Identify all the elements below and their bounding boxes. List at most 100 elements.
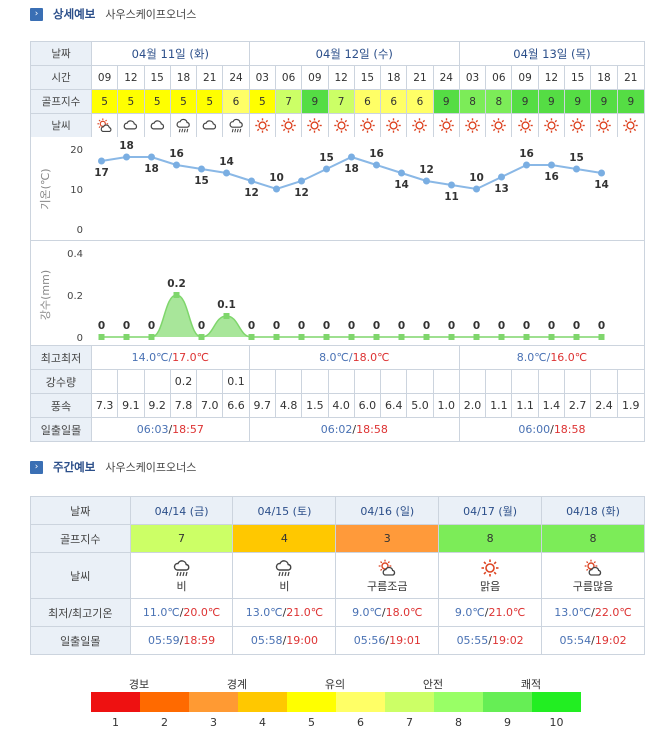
weekly-course-name: 사우스케이프오너스: [105, 461, 197, 474]
data-label: 0: [548, 320, 555, 332]
wind-cell: 1.4: [537, 393, 566, 418]
weekly-golf-cell: 8: [541, 524, 645, 553]
golf-index-cell: 9: [616, 89, 646, 114]
y-axis-label: 강수(mm): [39, 270, 52, 320]
sun-cloud-icon: [584, 559, 602, 576]
y-tick-label: 20: [70, 145, 83, 156]
weekly-weather-cell: 비: [232, 552, 337, 599]
golf-index-cell: 8: [458, 89, 487, 114]
detail-summary-table: 최고최저 14.0℃/17.0℃ 8.0℃/18.0℃ 8.0℃/16.0℃ 강수량 0.…: [30, 345, 646, 442]
detail-forecast-table: 날짜 04월 11일 (화) 04월 12일 (수) 04월 13일 (목) 시간 09 1…: [30, 41, 646, 138]
high-temp: 21.0℃: [488, 606, 526, 619]
data-label: 0: [423, 320, 430, 332]
golf-index-cell: 9: [590, 89, 618, 114]
sun-icon: [623, 118, 639, 133]
golf-index-cell: 9: [537, 89, 566, 114]
sunset: 18:59: [183, 634, 216, 647]
legend-category: 쾌적: [520, 678, 542, 691]
sun-icon: [255, 118, 270, 133]
data-label: 16: [544, 171, 559, 183]
legend-number: 1: [112, 716, 119, 729]
temp-point: [423, 177, 430, 185]
rain-point: [123, 334, 130, 340]
data-label: 0: [298, 320, 305, 332]
weekly-weather-row: 날씨 비 비 구름조금 맑음 구름많음: [30, 552, 645, 599]
weekly-golf-cell: 8: [438, 524, 543, 553]
weather-cell: [485, 113, 513, 138]
rain-cell: [90, 369, 119, 394]
weekly-sun-cell: 05:56/19:01: [335, 626, 440, 655]
data-label: 18: [144, 163, 159, 175]
legend-number: 3: [210, 716, 217, 729]
sunset: 19:02: [491, 634, 524, 647]
separator: /: [352, 423, 357, 436]
separator: /: [168, 423, 173, 436]
data-label: 0: [198, 320, 205, 332]
wind-cell: 7.3: [90, 393, 119, 418]
legend-swatch-10: [532, 692, 581, 712]
golf-index-cell: 5: [90, 89, 119, 114]
data-label: 12: [419, 164, 434, 176]
legend-category: 유의: [324, 678, 346, 691]
y-tick-label: 0.2: [67, 291, 83, 302]
data-label: 0: [498, 320, 505, 332]
day-header: 04월 11일 (화): [90, 41, 250, 66]
hour-cell: 18: [590, 65, 618, 90]
hour-cell: 09: [301, 65, 329, 90]
weekly-weather-cell: 구름많음: [541, 552, 645, 599]
temp-point: [498, 173, 505, 181]
data-label: 12: [244, 187, 259, 199]
rain-point: [198, 334, 205, 340]
weather-cell: [117, 113, 145, 138]
sunrise: 05:55: [456, 634, 489, 647]
rain-point: [423, 334, 430, 340]
separator: /: [381, 606, 386, 619]
legend-number: 2: [161, 716, 168, 729]
wind-cell: 2.4: [590, 393, 618, 418]
weekly-weather-cell: 맑음: [438, 552, 543, 599]
weather-cell: [616, 113, 646, 138]
data-label: 0.1: [217, 299, 236, 311]
weekly-golf-cell: 3: [335, 524, 440, 553]
temp-point: [523, 161, 530, 169]
rain-cell: [616, 369, 646, 394]
sunset: 18:57: [172, 423, 204, 436]
temp-point: [573, 165, 580, 173]
sun-row-label: 일출일몰: [30, 417, 92, 442]
weekly-temp-row: 최저/최고기온 11.0℃/20.0℃ 13.0℃/21.0℃ 9.0℃/18.0℃ 9…: [30, 598, 645, 627]
y-tick-label: 0: [77, 225, 83, 236]
weekly-day-header: 04/16 (일): [335, 496, 440, 525]
sun-cell: 06:02/18:58: [248, 417, 460, 442]
weather-cell: [511, 113, 539, 138]
golf-index-cell: 9: [511, 89, 539, 114]
high-temp: 22.0℃: [594, 606, 632, 619]
separator: /: [591, 634, 595, 647]
sun-icon: [412, 118, 428, 133]
rain-point: [298, 334, 305, 340]
sun-cell: 06:00/18:58: [458, 417, 646, 442]
temp-point: [348, 153, 355, 161]
legend-swatch-3: [189, 692, 238, 712]
wind-cell: 1.0: [432, 393, 460, 418]
hour-cell: 21: [616, 65, 646, 90]
temp-point: [173, 161, 180, 169]
legend-swatch-1: [91, 692, 140, 712]
cloud-icon: [124, 120, 138, 130]
temp-point: [548, 161, 555, 169]
low-temp: 9.0℃: [454, 606, 485, 619]
hilo-row-label: 최고최저: [30, 345, 92, 370]
sun-cloud-icon: [97, 118, 112, 133]
separator: /: [179, 634, 184, 647]
temp-point: [123, 153, 130, 161]
separator: /: [168, 351, 173, 364]
separator: /: [282, 606, 287, 619]
hour-cell: 09: [511, 65, 539, 90]
rain-cell: [248, 369, 276, 394]
wind-cell: 6.0: [353, 393, 382, 418]
data-label: 18: [344, 163, 359, 175]
wind-cell: 9.2: [143, 393, 171, 418]
date-label: 날짜: [30, 41, 92, 66]
legend-swatch-2: [140, 692, 189, 712]
day-header: 04월 13일 (목): [458, 41, 646, 66]
hour-cell: 09: [90, 65, 119, 90]
